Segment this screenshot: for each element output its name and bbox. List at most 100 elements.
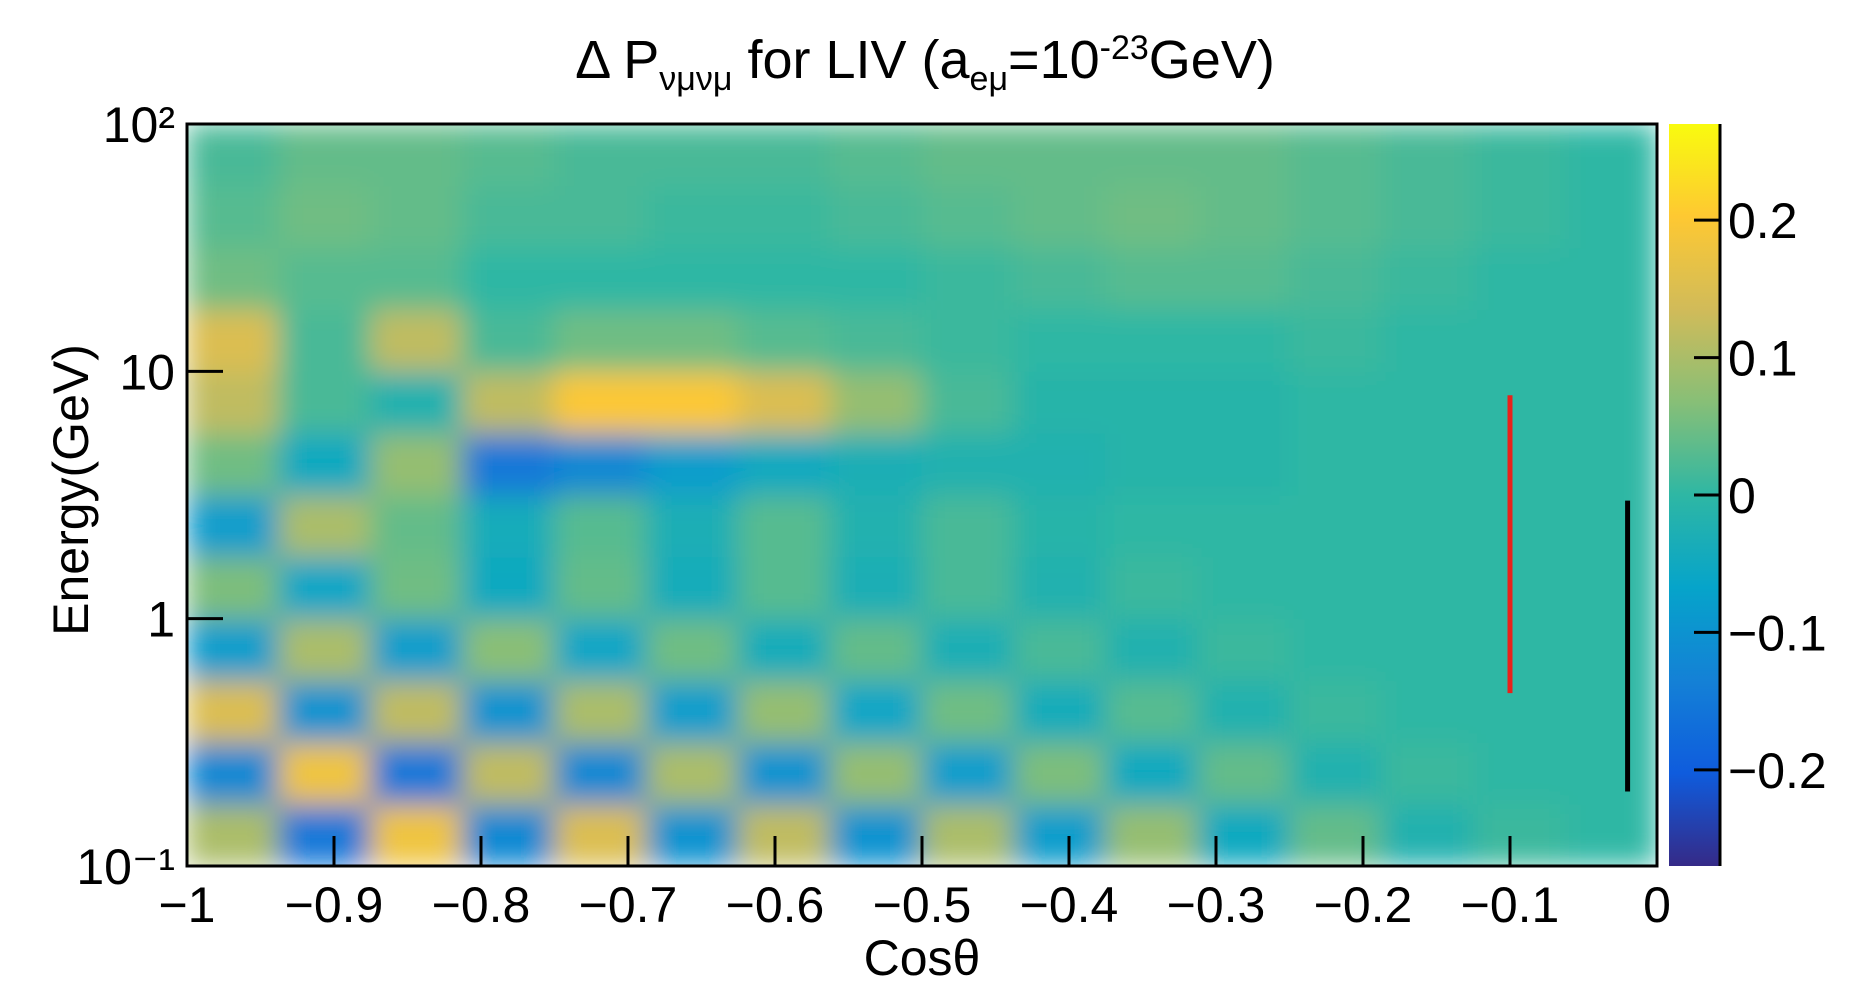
heatmap-cell xyxy=(829,247,923,310)
heatmap-cell xyxy=(1380,247,1474,310)
heatmap-cell xyxy=(370,185,464,249)
heatmap-cell xyxy=(921,803,1015,866)
x-tick-label: −0.3 xyxy=(1167,877,1266,933)
heatmap-cell xyxy=(737,494,831,558)
heatmap-cell xyxy=(737,124,831,187)
heatmap-cell xyxy=(187,741,280,805)
heatmap-cell xyxy=(554,370,647,434)
heatmap-cell xyxy=(645,124,739,187)
heatmap-cell xyxy=(737,432,831,496)
heatmap-cell xyxy=(829,308,923,372)
heatmap-cell xyxy=(1289,247,1382,310)
x-tick-label: −0.2 xyxy=(1314,877,1413,933)
heatmap-cell xyxy=(737,803,831,866)
heatmap-cell xyxy=(462,124,555,187)
heatmap-cell xyxy=(1197,618,1290,682)
heatmap-cell xyxy=(187,618,280,682)
heatmap-cell xyxy=(278,680,372,743)
title-part: Δ P xyxy=(575,30,659,90)
heatmap-cell xyxy=(1105,247,1199,310)
heatmap-cell xyxy=(370,494,464,558)
heatmap-cell xyxy=(1380,618,1474,682)
heatmap-cell xyxy=(462,432,555,496)
heatmap-cell xyxy=(829,618,923,682)
heatmap-cell xyxy=(370,803,464,866)
color-bar-label: 0 xyxy=(1728,468,1756,524)
heatmap-cell xyxy=(829,741,923,805)
heatmap-cell xyxy=(370,124,464,187)
heatmap-cell xyxy=(1472,432,1566,496)
heatmap-cell xyxy=(462,247,555,310)
heatmap-cell xyxy=(1105,432,1199,496)
heatmap-cell xyxy=(1197,556,1290,620)
heatmap-cell xyxy=(462,618,555,682)
y-tick-label: 10² xyxy=(103,97,175,153)
heatmap-cell xyxy=(1380,124,1474,187)
heatmap-cell xyxy=(278,370,372,434)
heatmap-cell xyxy=(554,556,647,620)
heatmap-cell xyxy=(1380,556,1474,620)
heatmap-cell xyxy=(554,618,647,682)
heatmap-cell xyxy=(921,556,1015,620)
heatmap-cell xyxy=(1289,370,1382,434)
heatmap-cell xyxy=(829,680,923,743)
heatmap-cell xyxy=(645,556,739,620)
heatmap-cell xyxy=(1105,494,1199,558)
heatmap-cell xyxy=(1105,741,1199,805)
heatmap-cell xyxy=(1289,803,1382,866)
x-axis-label: Cosθ xyxy=(864,930,981,986)
heatmap-cell xyxy=(1472,370,1566,434)
heatmap-cell xyxy=(187,494,280,558)
heatmap-cell xyxy=(645,247,739,310)
heatmap-cell xyxy=(554,680,647,743)
heatmap-cell xyxy=(278,124,372,187)
heatmap-cell xyxy=(645,741,739,805)
heatmap-cell xyxy=(554,185,647,249)
heatmap-cell xyxy=(737,680,831,743)
title-part: νμνμ xyxy=(659,60,732,98)
heatmap-cell xyxy=(187,124,280,187)
heatmap-cell xyxy=(829,370,923,434)
heatmap-cell xyxy=(921,741,1015,805)
heatmap-cell xyxy=(921,247,1015,310)
title-part: -23 xyxy=(1100,29,1149,67)
heatmap-cell xyxy=(921,370,1015,434)
heatmap-cell xyxy=(1380,680,1474,743)
heatmap-cell xyxy=(1105,680,1199,743)
heatmap-cell xyxy=(1472,741,1566,805)
x-tick-label: −1 xyxy=(158,877,215,933)
heatmap-cell xyxy=(645,308,739,372)
heatmap-cell xyxy=(1013,124,1107,187)
color-bar-label: 0.1 xyxy=(1728,331,1798,387)
y-axis-label: Energy(GeV) xyxy=(43,344,99,636)
heatmap-cell xyxy=(1013,803,1107,866)
heatmap-cell xyxy=(1105,370,1199,434)
heatmap-cell xyxy=(1197,247,1290,310)
heatmap-cell xyxy=(370,618,464,682)
heatmap-cell xyxy=(1105,308,1199,372)
x-tick-label: −0.5 xyxy=(873,877,972,933)
heatmap-cell xyxy=(1380,308,1474,372)
heatmap-cell xyxy=(1197,308,1290,372)
x-tick-label: −0.6 xyxy=(726,877,825,933)
heatmap-cell xyxy=(370,432,464,496)
heatmap-cell xyxy=(370,370,464,434)
title-part: eμ xyxy=(970,60,1009,98)
heatmap-cell xyxy=(1472,247,1566,310)
heatmap-cell xyxy=(1197,741,1290,805)
heatmap-cell xyxy=(1380,803,1474,866)
heatmap-cell xyxy=(554,247,647,310)
heatmap-cell xyxy=(737,618,831,682)
heatmap-cell xyxy=(370,308,464,372)
heatmap-cell xyxy=(370,247,464,310)
heatmap-cell xyxy=(278,247,372,310)
heatmap-cell xyxy=(187,680,280,743)
y-tick-label: 1 xyxy=(147,592,175,648)
heatmap-cell xyxy=(737,185,831,249)
title-part: =10 xyxy=(1008,30,1100,90)
heatmap-cell xyxy=(1472,308,1566,372)
heatmap-cell xyxy=(1380,185,1474,249)
heatmap-cell xyxy=(187,803,280,866)
